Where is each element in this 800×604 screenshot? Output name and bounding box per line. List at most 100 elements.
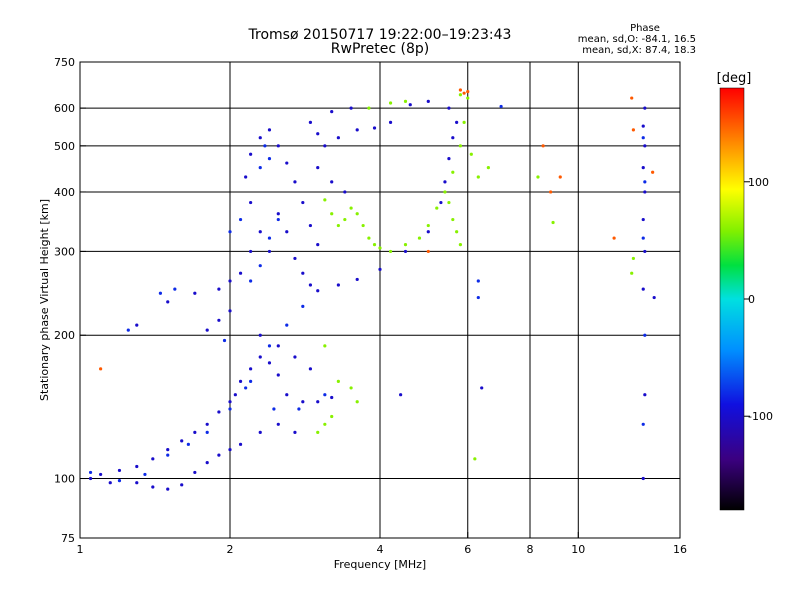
data-point bbox=[643, 333, 647, 337]
data-point bbox=[249, 279, 253, 283]
data-point bbox=[372, 243, 377, 247]
data-point bbox=[330, 212, 334, 216]
data-point bbox=[316, 132, 320, 136]
data-point bbox=[480, 386, 484, 390]
data-point bbox=[258, 430, 262, 434]
data-point bbox=[263, 144, 267, 148]
y-tick-label: 750 bbox=[54, 56, 75, 69]
data-point bbox=[276, 212, 280, 216]
data-point bbox=[388, 101, 393, 105]
x-axis-label: Frequency [MHz] bbox=[334, 558, 426, 571]
stats-x-line: mean, sd,X: 87.4, 18.3 bbox=[582, 45, 696, 56]
data-point bbox=[228, 230, 232, 234]
data-point bbox=[367, 106, 371, 110]
data-point bbox=[217, 318, 221, 322]
data-point bbox=[447, 106, 451, 110]
data-point bbox=[447, 200, 451, 205]
data-point bbox=[272, 407, 276, 411]
data-point bbox=[343, 217, 347, 222]
data-point bbox=[323, 344, 327, 348]
data-point bbox=[267, 128, 272, 132]
data-point bbox=[180, 483, 184, 487]
colorbar-label: [deg] bbox=[717, 71, 752, 86]
data-point bbox=[293, 256, 297, 261]
data-point bbox=[217, 410, 221, 414]
data-point bbox=[233, 393, 237, 397]
data-point bbox=[126, 328, 130, 332]
data-point bbox=[217, 287, 221, 291]
data-point bbox=[541, 144, 545, 148]
y-tick-label: 75 bbox=[61, 532, 75, 545]
x-tick-label: 10 bbox=[571, 543, 585, 556]
data-point bbox=[267, 344, 272, 348]
data-point bbox=[330, 395, 334, 400]
data-point bbox=[643, 249, 647, 254]
data-point bbox=[473, 457, 477, 461]
data-point bbox=[193, 470, 197, 475]
data-point bbox=[641, 287, 645, 291]
data-point bbox=[388, 120, 393, 124]
data-point bbox=[630, 96, 634, 100]
data-point bbox=[336, 283, 340, 287]
data-point bbox=[276, 373, 280, 377]
data-point bbox=[455, 120, 459, 124]
colorbar bbox=[719, 87, 745, 511]
y-tick-label: 500 bbox=[54, 140, 75, 153]
data-point bbox=[143, 472, 147, 477]
data-point bbox=[228, 448, 232, 452]
data-point bbox=[205, 430, 209, 434]
data-point bbox=[330, 414, 334, 419]
axis-ticks: 1 2 4 6 8 10 16 75 100 200 300 400 500 600 750 bbox=[54, 56, 687, 556]
data-point bbox=[117, 479, 122, 483]
data-point bbox=[108, 481, 112, 485]
data-point bbox=[238, 442, 243, 446]
colorbar-tick-label: -100 bbox=[748, 410, 773, 423]
data-point bbox=[476, 295, 480, 300]
data-point bbox=[151, 485, 155, 489]
colorbar-tick-label: 100 bbox=[748, 176, 769, 189]
data-point bbox=[276, 144, 280, 148]
data-point bbox=[301, 400, 305, 404]
data-point bbox=[336, 223, 340, 228]
data-point bbox=[308, 223, 313, 228]
data-point bbox=[330, 110, 334, 114]
data-point bbox=[451, 217, 455, 222]
data-point bbox=[276, 422, 280, 426]
data-point bbox=[166, 453, 170, 457]
data-point bbox=[462, 120, 466, 124]
data-point bbox=[343, 190, 347, 194]
data-point bbox=[228, 400, 232, 404]
data-point bbox=[285, 161, 289, 165]
data-point bbox=[180, 439, 184, 443]
data-point bbox=[426, 230, 430, 234]
x-tick-label: 16 bbox=[673, 543, 687, 556]
data-point bbox=[258, 264, 262, 268]
x-tick-label: 8 bbox=[527, 543, 534, 556]
data-point bbox=[355, 128, 359, 132]
y-tick-label: 100 bbox=[54, 473, 75, 486]
data-point bbox=[301, 271, 305, 275]
data-point bbox=[643, 106, 647, 110]
data-point bbox=[451, 136, 455, 140]
data-point bbox=[631, 128, 635, 132]
data-point bbox=[228, 407, 232, 411]
data-point bbox=[99, 472, 103, 477]
data-point bbox=[228, 279, 232, 283]
data-point bbox=[222, 338, 227, 343]
data-point bbox=[336, 136, 340, 140]
stats-header: Phase bbox=[630, 23, 660, 34]
data-point bbox=[641, 476, 645, 481]
data-point bbox=[349, 386, 353, 390]
data-point bbox=[117, 468, 122, 473]
data-point bbox=[249, 152, 253, 156]
data-point bbox=[549, 190, 553, 194]
data-point bbox=[323, 422, 327, 426]
data-point bbox=[267, 157, 272, 161]
y-axis-label: Stationary phase Virtual Height [km] bbox=[38, 199, 51, 401]
data-point bbox=[267, 236, 272, 240]
data-point bbox=[308, 367, 313, 371]
data-point bbox=[458, 93, 463, 97]
data-point bbox=[403, 99, 408, 103]
data-point bbox=[249, 249, 253, 254]
data-point bbox=[643, 144, 647, 148]
